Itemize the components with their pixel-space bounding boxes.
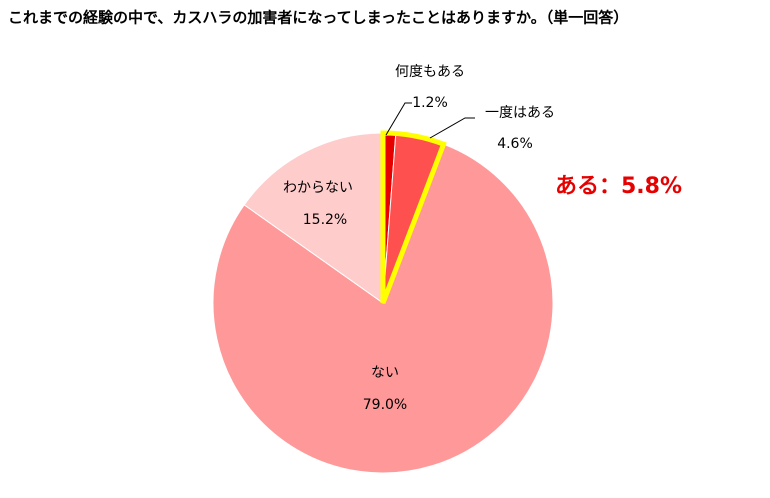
- value-label: 1.2%: [412, 95, 448, 111]
- highlight-outline: [380, 130, 447, 304]
- category-label: 一度はある: [485, 105, 555, 121]
- leader-line: [385, 102, 412, 136]
- chart-title: これまでの経験の中で、カスハラの加害者になってしまったことはありますか。（単一回…: [8, 9, 628, 27]
- category-label: わからない: [283, 180, 353, 196]
- pie-slice: [243, 132, 384, 304]
- pie-slice: [212, 143, 554, 474]
- category-label: 何度もある: [395, 64, 465, 80]
- value-label: 4.6%: [497, 136, 533, 152]
- annotation: ある：5.8%: [555, 174, 682, 199]
- value-label: 79.0%: [363, 397, 407, 413]
- value-label: 15.2%: [303, 212, 347, 228]
- category-label: ない: [371, 365, 399, 381]
- leader-line: [429, 117, 475, 139]
